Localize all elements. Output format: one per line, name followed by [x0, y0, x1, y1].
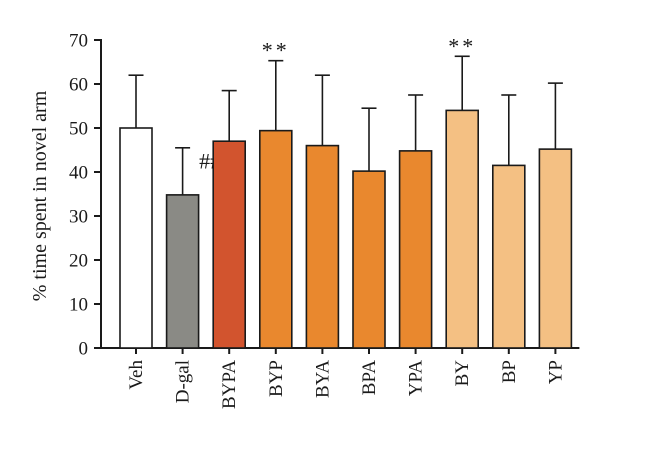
y-tick-label: 50	[69, 119, 88, 140]
bar-yp	[538, 148, 573, 349]
bar-bp	[491, 164, 526, 349]
bar-byp	[258, 129, 293, 349]
bar-bpa	[352, 170, 386, 349]
x-tick-label: BPA	[359, 360, 380, 395]
x-tick-label: BYA	[312, 360, 333, 398]
x-tick-label: BYPA	[219, 360, 240, 409]
x-tick-label: D-gal	[173, 360, 194, 403]
bar-bya	[305, 144, 340, 349]
y-tick-label: 40	[69, 163, 88, 184]
x-tick-label: BYP	[266, 360, 287, 397]
y-tick-label: 10	[69, 295, 88, 316]
y-tick-label: 0	[79, 339, 89, 360]
y-axis-label: % time spent in novel arm	[29, 90, 51, 301]
significance-annotation: **	[448, 33, 476, 58]
y-tick-label: 20	[69, 251, 88, 272]
x-tick-label: BY	[452, 360, 473, 387]
bar-bypa	[212, 140, 246, 349]
y-tick-label: 70	[69, 31, 88, 52]
bar-d-gal	[165, 194, 200, 349]
bar-veh	[119, 127, 153, 349]
x-tick-label: Veh	[126, 360, 147, 390]
x-tick-label: YPA	[406, 360, 427, 397]
significance-annotation: **	[262, 38, 290, 63]
bar-ypa	[398, 150, 433, 349]
y-tick-label: 60	[69, 75, 88, 96]
bar-by	[445, 109, 480, 349]
x-tick-label: BP	[499, 360, 520, 383]
plot-area: 010203040506070VehD-gal###BYPABYP**BYABP…	[69, 31, 580, 409]
x-tick-label: YP	[545, 360, 566, 384]
y-tick-label: 30	[69, 207, 88, 228]
